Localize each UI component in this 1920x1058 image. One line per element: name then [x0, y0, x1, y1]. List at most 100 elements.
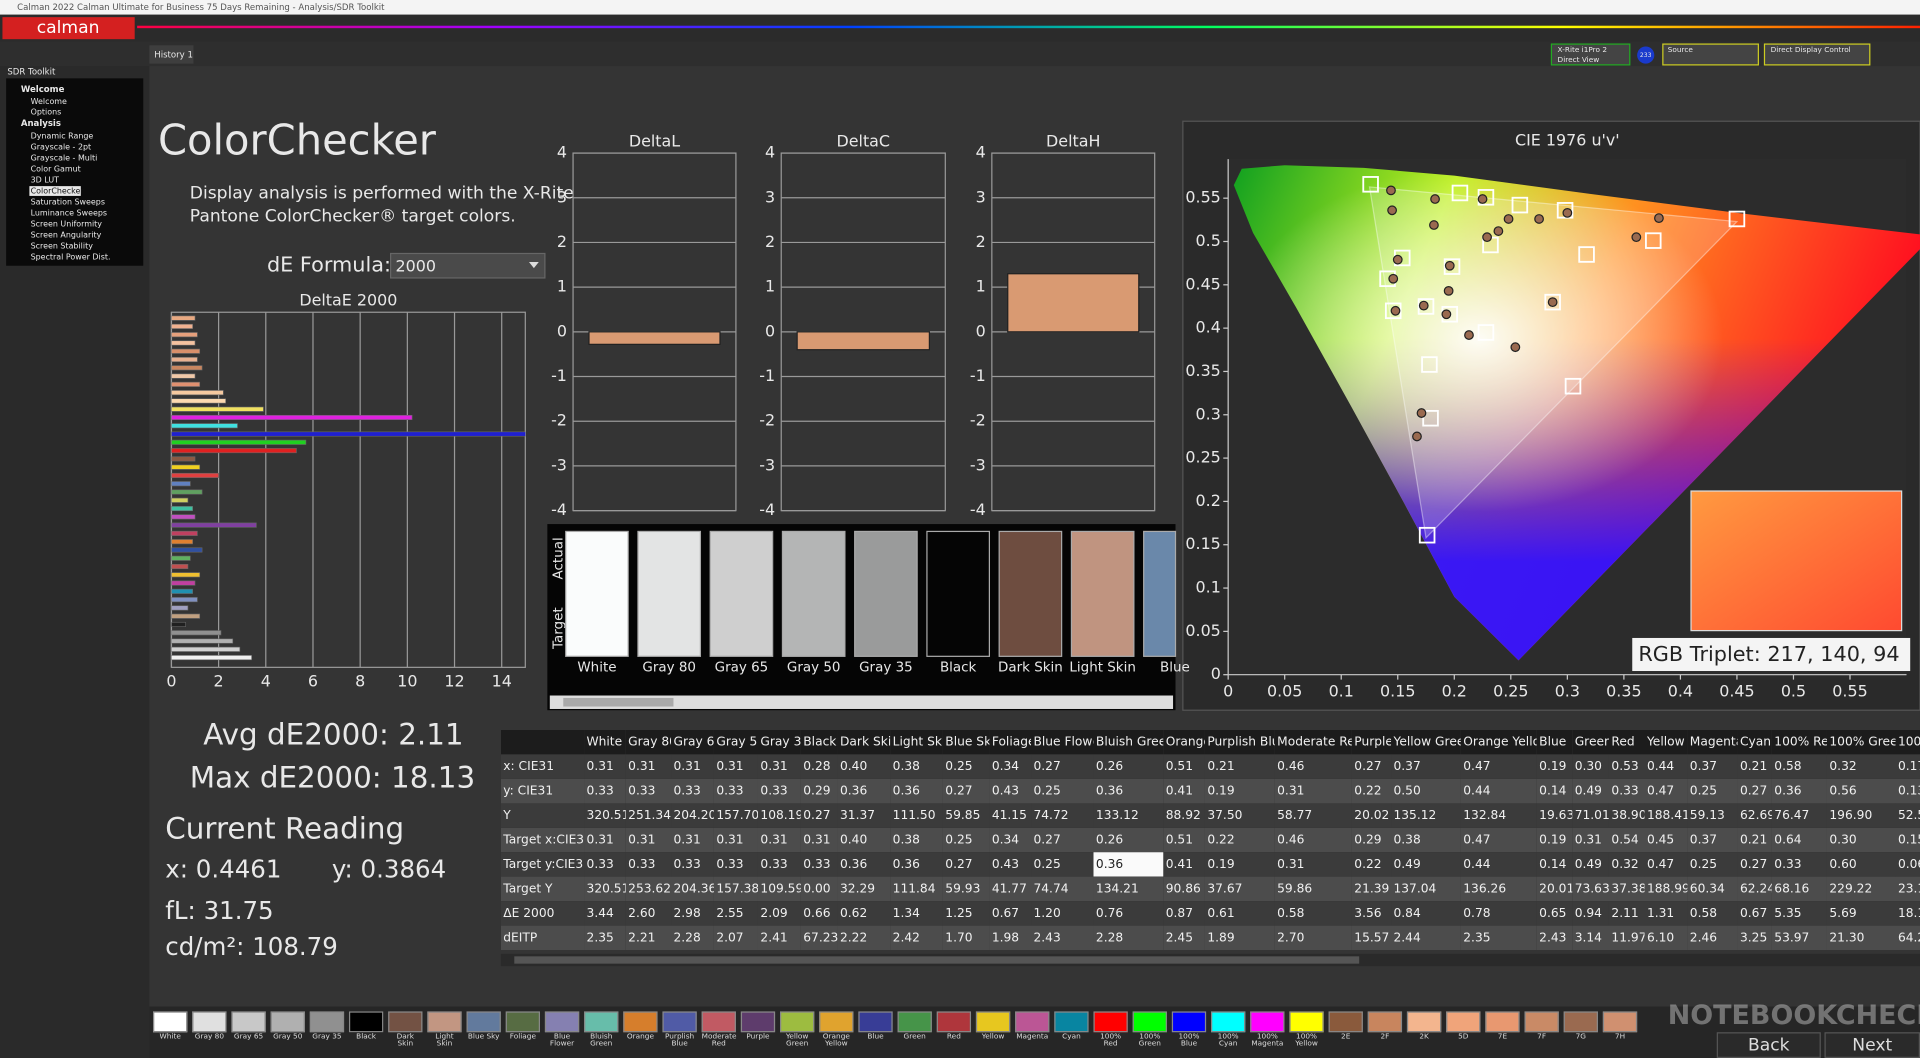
nav-button[interactable]: Next	[1824, 1032, 1920, 1058]
patch[interactable]: Moderate Red	[701, 1011, 737, 1050]
swatch	[854, 530, 918, 657]
patch[interactable]: Dark Skin	[388, 1011, 423, 1050]
patch[interactable]: 2E	[1328, 1011, 1363, 1050]
patch[interactable]: Purplish Blue	[662, 1011, 697, 1050]
nav-button[interactable]: Back	[1716, 1032, 1821, 1058]
patch[interactable]: Gray 35	[309, 1011, 345, 1050]
y-tick-label: -2	[759, 411, 775, 430]
patch[interactable]: Orange	[623, 1011, 658, 1050]
table-cell: 1.31	[1644, 901, 1688, 926]
patch[interactable]: Orange Yellow	[819, 1011, 854, 1050]
patch[interactable]: 5D	[1446, 1011, 1481, 1050]
patch[interactable]: Cyan	[1054, 1011, 1089, 1050]
tree-item[interactable]: Luminance Sweeps	[31, 209, 107, 218]
tree-item[interactable]: Dynamic Range	[31, 131, 94, 140]
table-cell: 0.62	[837, 901, 891, 926]
actual-marker	[1503, 214, 1514, 224]
patch[interactable]: 7G	[1563, 1011, 1598, 1050]
patch-label: Orange	[626, 1032, 654, 1041]
actual-marker	[1464, 330, 1474, 340]
table-cell: 109.59	[757, 876, 801, 902]
table-cell: 0.31	[800, 827, 838, 853]
patch-color	[1132, 1011, 1167, 1033]
x-tick-label: 0.4	[1668, 681, 1693, 700]
patch-color	[858, 1011, 893, 1033]
scroll-thumb[interactable]	[563, 697, 674, 707]
tree-item[interactable]: Screen Stability	[31, 242, 94, 251]
patch[interactable]: 2F	[1367, 1011, 1403, 1050]
logo[interactable]	[2, 17, 135, 40]
meter-box[interactable]	[1550, 43, 1631, 66]
patch[interactable]: Blue	[858, 1011, 893, 1050]
tree-item[interactable]: Screen Angularity	[31, 231, 102, 240]
patch[interactable]: 100% Green	[1132, 1011, 1167, 1050]
display-box[interactable]	[1763, 43, 1871, 66]
patch[interactable]: Purple	[740, 1011, 776, 1050]
swatch-scrollbar[interactable]	[549, 695, 1174, 709]
tree-item[interactable]: ColorChecker	[31, 187, 85, 196]
source-box[interactable]	[1662, 43, 1759, 66]
tree-item[interactable]: 3D LUT	[31, 176, 60, 185]
tree-item[interactable]: Options	[31, 108, 62, 117]
patch[interactable]: 100% Red	[1093, 1011, 1128, 1050]
table-cell: 2.43	[1536, 925, 1573, 951]
patch-label: 2E	[1341, 1032, 1351, 1041]
table-cell: 3.44	[584, 901, 626, 926]
patch[interactable]: Blue Flower	[544, 1011, 580, 1050]
patch-label: 100% Green	[1138, 1032, 1161, 1049]
patch[interactable]: 100% Blue	[1171, 1011, 1207, 1050]
patch[interactable]: Black	[348, 1011, 384, 1050]
table-cell: 0.44	[1460, 778, 1537, 804]
table-scroll-thumb[interactable]	[514, 956, 1360, 964]
patch[interactable]: Yellow	[975, 1011, 1011, 1050]
target-marker	[1556, 202, 1574, 219]
tab[interactable]	[149, 45, 194, 64]
table-cell: 68.16	[1771, 876, 1827, 902]
table-cell: 11.97	[1608, 925, 1645, 951]
column-header: Gray 35	[757, 729, 801, 755]
column-header: Blue Sky	[942, 729, 990, 755]
table-cell: 0.31	[671, 754, 714, 779]
patch[interactable]: 100% Cyan	[1211, 1011, 1246, 1050]
patch[interactable]: Blue Sky	[466, 1011, 501, 1050]
patch[interactable]: Bluish Green	[584, 1011, 619, 1050]
patch[interactable]: 7E	[1485, 1011, 1520, 1050]
patch[interactable]: 7H	[1602, 1011, 1638, 1050]
column-header: 100%	[1895, 729, 1920, 755]
patch[interactable]: Green	[897, 1011, 932, 1050]
patch-color	[780, 1011, 815, 1033]
tree-item[interactable]: Color Gamut	[31, 164, 81, 173]
target-marker	[1511, 196, 1529, 214]
patch-label: Foliage	[509, 1032, 536, 1041]
patch[interactable]: Light Skin	[427, 1011, 462, 1050]
tree-item[interactable]: Screen Uniformity	[31, 220, 103, 229]
tree-item[interactable]: Grayscale - Multi	[31, 153, 98, 162]
formula-dropdown[interactable]	[390, 252, 546, 279]
patch[interactable]: 2K	[1406, 1011, 1442, 1050]
tree-item[interactable]: Saturation Sweeps	[31, 198, 105, 207]
bar	[171, 423, 238, 429]
tree-item[interactable]: Welcome	[31, 97, 67, 106]
patch[interactable]: White	[153, 1011, 188, 1050]
patch[interactable]: Gray 50	[270, 1011, 305, 1050]
table-cell: 0.38	[890, 827, 943, 853]
patch[interactable]: Gray 80	[192, 1011, 227, 1050]
patch[interactable]: Magenta	[1015, 1011, 1050, 1050]
bar	[171, 605, 189, 611]
patch[interactable]: Gray 65	[231, 1011, 266, 1050]
y-tick-label: 0.45	[1185, 274, 1220, 293]
patch[interactable]: Foliage	[505, 1011, 541, 1050]
target-marker	[1477, 324, 1495, 341]
table-cell: 74.72	[1031, 803, 1094, 828]
patch[interactable]: 100% Yellow	[1289, 1011, 1324, 1050]
patch[interactable]: 100% Magenta	[1250, 1011, 1285, 1050]
tree-item[interactable]: Spectral Power Dist.	[31, 253, 111, 262]
patch[interactable]: Yellow Green	[780, 1011, 815, 1050]
table-cell: 32.29	[837, 876, 891, 902]
tree-item[interactable]: Grayscale - 2pt	[31, 142, 92, 151]
patch[interactable]: 7F	[1524, 1011, 1559, 1050]
table-cell: 0.22	[1351, 778, 1392, 804]
bar	[171, 572, 201, 578]
bar	[171, 580, 196, 586]
patch[interactable]: Red	[936, 1011, 972, 1050]
